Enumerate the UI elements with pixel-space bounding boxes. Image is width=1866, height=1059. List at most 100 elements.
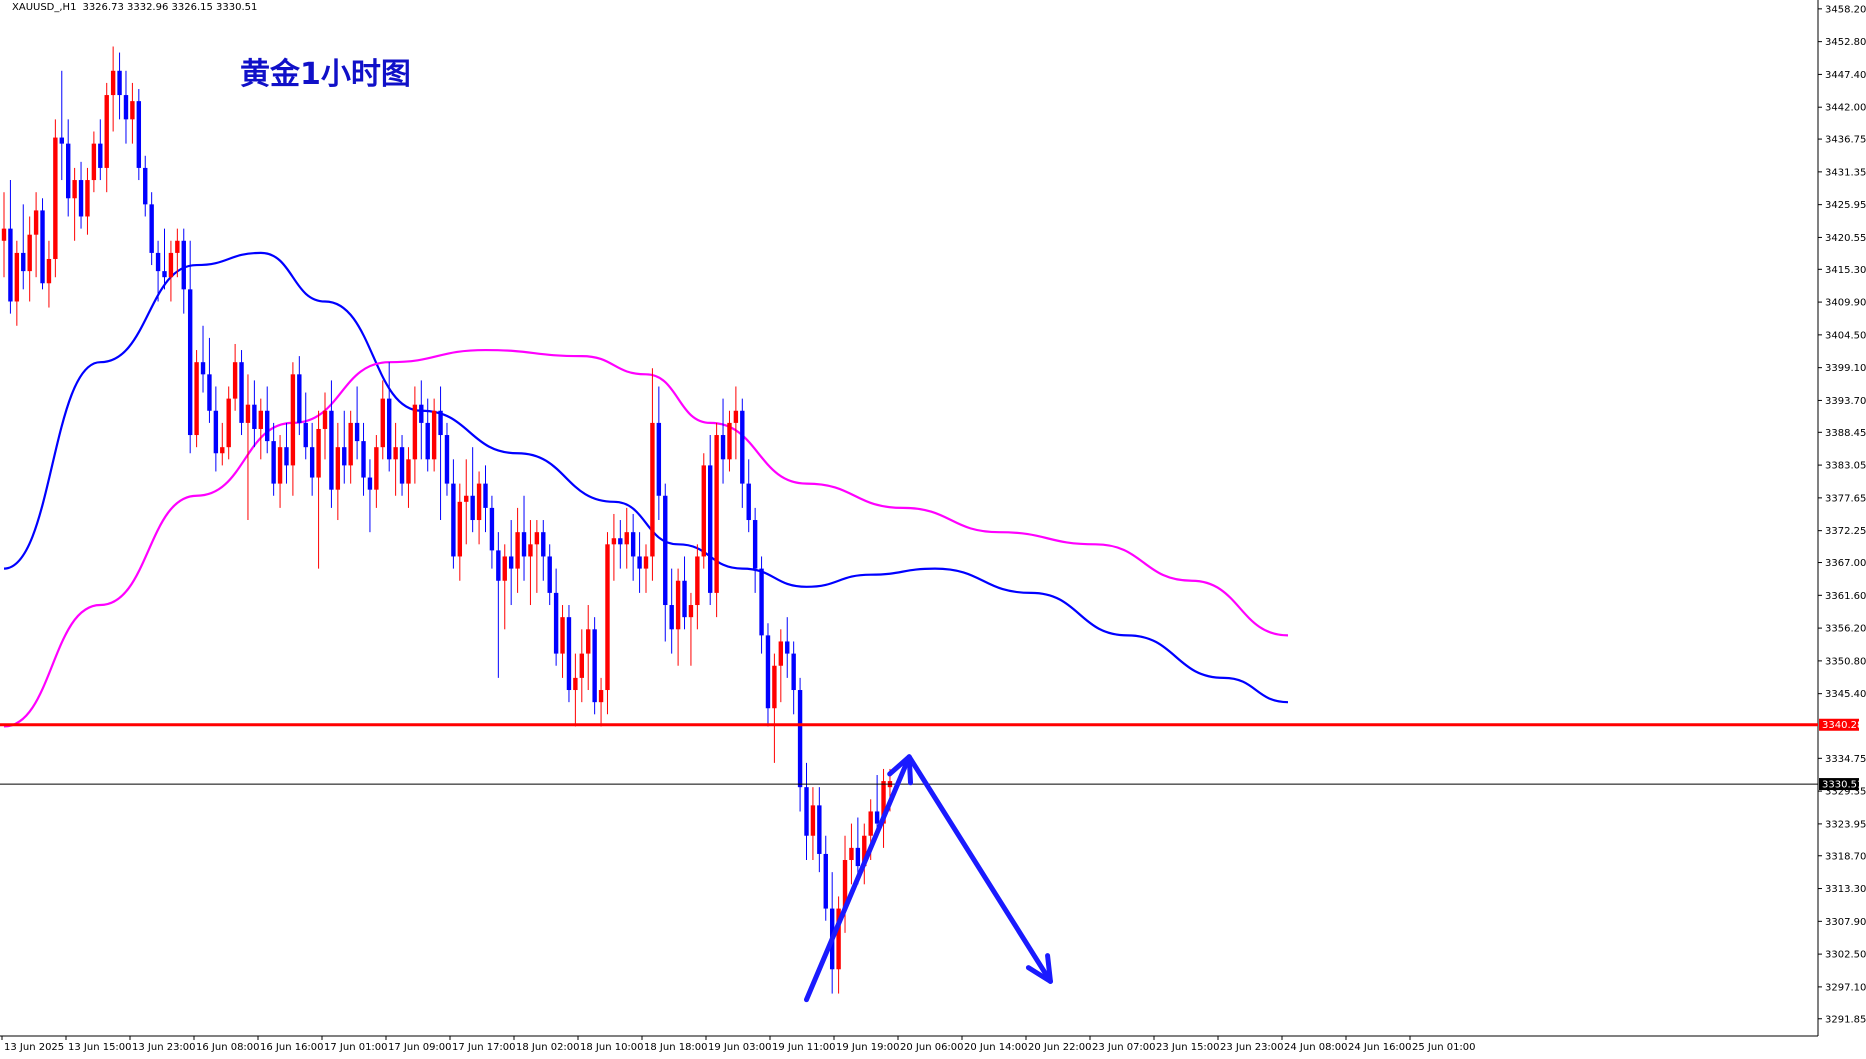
bull-candle — [194, 350, 199, 448]
bull-candle — [374, 435, 379, 508]
bear-candle — [470, 447, 475, 533]
x-tick-label: 17 Jun 09:00 — [388, 1042, 452, 1053]
bear-candle — [8, 180, 13, 314]
price-axis: 3458.20 3452.80 3447.40 3442.00 3436.75 3431.… — [1818, 4, 1866, 1025]
up-arrow-shaft — [804, 754, 912, 1003]
bull-candle — [85, 167, 90, 235]
candle-body — [714, 435, 719, 593]
candle-body — [656, 422, 662, 496]
bear-candle — [297, 356, 302, 436]
candle-body — [419, 404, 424, 423]
y-tick-label: 3350.80 — [1825, 656, 1866, 667]
bear-candle — [399, 435, 405, 496]
bull-candle — [528, 520, 533, 606]
bear-candle — [438, 386, 443, 521]
candle-body — [252, 404, 257, 429]
y-tick-label: 3361.60 — [1825, 591, 1866, 602]
candle-body — [232, 362, 238, 399]
bull-candle — [53, 119, 58, 278]
candle-body — [682, 580, 687, 618]
bear-candle — [669, 568, 674, 654]
bull-candle — [33, 192, 39, 278]
x-tick-label: 19 Jun 03:00 — [708, 1042, 772, 1053]
bear-candle — [309, 422, 315, 496]
candle-body — [772, 665, 777, 709]
candle-body — [27, 234, 32, 272]
bull-candle — [226, 386, 231, 460]
candle-body — [309, 447, 315, 478]
candle-body — [759, 568, 764, 636]
bear-candle — [720, 398, 726, 484]
bull-candle — [110, 46, 116, 132]
bull-candle — [1, 192, 7, 278]
candle-body — [354, 422, 360, 442]
bear-candle — [59, 70, 64, 181]
y-tick-label: 3383.05 — [1825, 461, 1866, 472]
bear-candle — [451, 459, 456, 569]
candle-body — [849, 847, 854, 861]
bull-candle — [72, 167, 77, 241]
x-tick-label: 18 Jun 02:00 — [516, 1042, 580, 1053]
bull-candle — [650, 368, 655, 581]
bull-candle — [573, 653, 578, 727]
bear-candle — [797, 677, 803, 812]
candle-body — [226, 398, 231, 448]
y-tick-label: 3297.10 — [1825, 982, 1866, 993]
bear-candle — [117, 52, 122, 120]
bear-candle — [213, 386, 219, 472]
bear-candle — [239, 350, 244, 436]
candle-body — [335, 447, 341, 490]
bull-candle — [605, 532, 610, 715]
y-tick-label: 3399.10 — [1825, 363, 1866, 374]
candle-body — [797, 690, 803, 788]
candle-body — [207, 374, 212, 411]
y-tick-label: 3404.50 — [1825, 330, 1866, 341]
bear-candle — [804, 762, 809, 861]
candle-body — [380, 398, 385, 448]
bear-candle — [181, 228, 186, 314]
bear-candle — [637, 532, 642, 593]
bull-candle — [688, 592, 694, 666]
bear-candle — [162, 228, 167, 290]
candle-body — [483, 483, 488, 508]
candle-body — [701, 465, 706, 557]
bull-candle — [836, 896, 841, 994]
candle-body — [836, 908, 841, 970]
candle-body — [104, 95, 109, 168]
candle-body — [464, 495, 469, 502]
bear-candle — [143, 155, 148, 217]
forecast-arrows — [804, 754, 1053, 1003]
bear-candle — [566, 605, 572, 703]
y-tick-label: 3452.80 — [1825, 37, 1866, 48]
candle-body — [245, 404, 251, 423]
candle-body — [489, 507, 495, 551]
candle-body — [592, 629, 597, 703]
candle-body — [66, 143, 71, 199]
bear-candle — [66, 119, 71, 217]
candle-body — [78, 180, 84, 217]
candle-body — [399, 447, 405, 484]
bull-candle — [778, 629, 784, 703]
candle-body — [611, 538, 617, 545]
bull-candle — [316, 410, 321, 569]
bear-candle — [521, 495, 527, 581]
bear-candle — [329, 380, 334, 508]
bull-candle — [348, 410, 353, 484]
bull-candle — [881, 768, 886, 848]
bear-candle — [740, 398, 745, 508]
bear-candle — [541, 520, 546, 581]
bull-candle — [46, 240, 52, 308]
candle-body — [258, 410, 263, 429]
candle-body — [708, 465, 713, 593]
candle-body — [720, 435, 726, 460]
symbol-header: XAUUSD_,H1 3326.73 3332.96 3326.15 3330.5… — [12, 2, 257, 13]
candle-body — [560, 617, 565, 654]
y-tick-label: 3442.00 — [1825, 103, 1866, 114]
candle-body — [785, 641, 790, 654]
bear-candle — [78, 161, 84, 229]
bull-candle — [277, 435, 283, 508]
y-tick-label: 3318.70 — [1825, 851, 1866, 862]
x-tick-label: 20 Jun 14:00 — [964, 1042, 1028, 1053]
